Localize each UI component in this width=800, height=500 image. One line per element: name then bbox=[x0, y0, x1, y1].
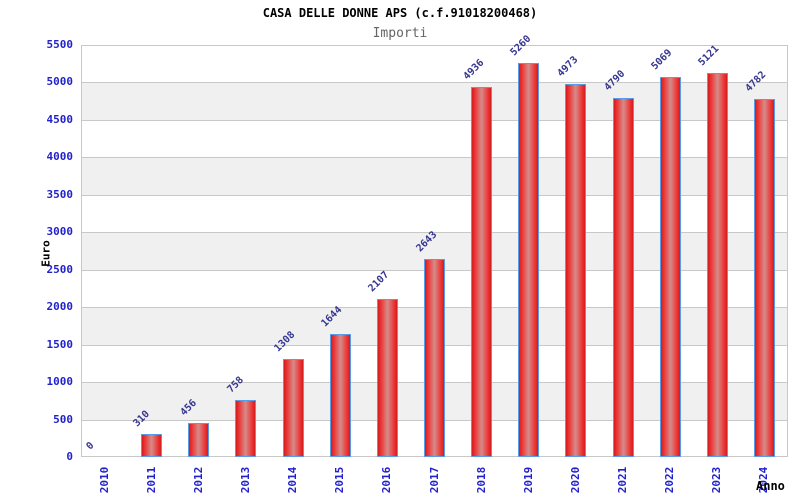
y-tick-label: 3000 bbox=[46, 225, 74, 238]
bar-2018 bbox=[471, 87, 492, 457]
bar-2015 bbox=[330, 334, 351, 457]
x-tick-label: 2023 bbox=[710, 466, 723, 494]
grid-line bbox=[81, 120, 788, 121]
bar-2024 bbox=[754, 99, 775, 457]
x-tick-label: 2017 bbox=[428, 466, 441, 494]
x-tick-label: 2021 bbox=[616, 466, 629, 494]
x-tick-label: 2020 bbox=[569, 466, 582, 494]
x-tick-label: 2018 bbox=[475, 466, 488, 494]
x-tick-label: 2015 bbox=[333, 466, 346, 494]
bar-2020 bbox=[565, 84, 586, 457]
x-tick-label: 2011 bbox=[145, 466, 158, 494]
bar-2019 bbox=[518, 63, 539, 457]
y-tick-label: 5500 bbox=[46, 38, 74, 51]
x-tick-label: 2013 bbox=[239, 466, 252, 494]
bar-2011 bbox=[141, 434, 162, 457]
plot-band bbox=[81, 82, 788, 120]
x-tick-label: 2019 bbox=[522, 466, 535, 494]
x-tick-label: 2010 bbox=[98, 466, 111, 494]
bar-2012 bbox=[188, 423, 209, 457]
grid-line bbox=[81, 45, 788, 46]
y-tick-label: 2500 bbox=[46, 263, 74, 276]
y-tick-label: 0 bbox=[66, 450, 73, 463]
grid-line bbox=[81, 232, 788, 233]
y-tick-label: 1500 bbox=[46, 338, 74, 351]
plot-area bbox=[81, 45, 788, 457]
bar-2021 bbox=[613, 98, 634, 457]
axis-line bbox=[81, 45, 82, 457]
chart-subtitle: Importi bbox=[372, 26, 428, 41]
plot-band bbox=[81, 157, 788, 195]
bar-2016 bbox=[377, 299, 398, 457]
y-tick-label: 4000 bbox=[46, 150, 74, 163]
chart-title: CASA DELLE DONNE APS (c.f.91018200468) bbox=[262, 6, 538, 20]
y-tick-label: 3500 bbox=[46, 188, 74, 201]
y-tick-label: 4500 bbox=[46, 113, 74, 126]
grid-line bbox=[81, 82, 788, 83]
bar-2023 bbox=[707, 73, 728, 457]
x-tick-label: 2014 bbox=[286, 466, 299, 494]
y-tick-label: 5000 bbox=[46, 75, 74, 88]
y-tick-label: 500 bbox=[53, 413, 73, 426]
x-tick-label: 2022 bbox=[663, 466, 676, 494]
y-tick-label: 1000 bbox=[46, 375, 74, 388]
x-tick-label: 2016 bbox=[380, 466, 393, 494]
x-tick-label: 2012 bbox=[192, 466, 205, 494]
y-tick-label: 2000 bbox=[46, 300, 74, 313]
bar-2013 bbox=[235, 400, 256, 457]
y-axis-title: Euro bbox=[39, 240, 53, 267]
grid-line bbox=[81, 195, 788, 196]
bar-2017 bbox=[424, 259, 445, 457]
axis-line bbox=[787, 45, 788, 457]
bar-2014 bbox=[283, 359, 304, 457]
x-axis-title: Anno bbox=[756, 479, 785, 493]
grid-line bbox=[81, 157, 788, 158]
bar-2022 bbox=[660, 77, 681, 457]
